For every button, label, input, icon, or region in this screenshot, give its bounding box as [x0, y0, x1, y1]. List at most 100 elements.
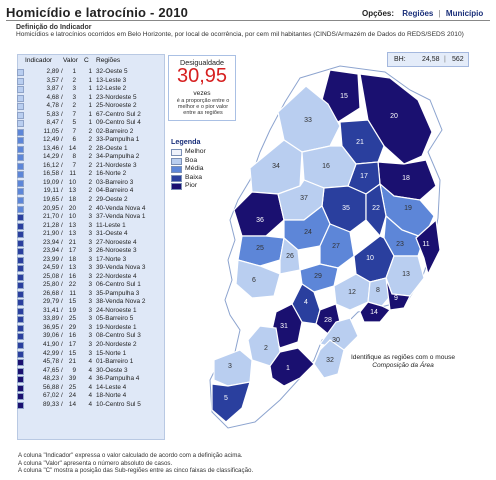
map-region-label: 27: [332, 243, 340, 250]
legend-item: Média: [171, 165, 233, 174]
row-region: 12-Leste 2: [96, 85, 127, 93]
table-row[interactable]: 39,06 16 3 08-Centro Sul 3 /: [17, 332, 165, 341]
map-region[interactable]: [213, 349, 253, 387]
row-value: 16: [68, 272, 76, 280]
class-swatch: [17, 162, 24, 170]
row-separator: /: [61, 281, 63, 289]
table-row[interactable]: 56,88 25 4 14-Leste 4 /: [17, 384, 165, 393]
table-row[interactable]: 31,41 19 3 24-Noroeste 1 /: [17, 307, 165, 316]
class-swatch: [17, 111, 24, 119]
table-row[interactable]: 19,11 13 2 04-Barreiro 4 /: [17, 187, 165, 196]
table-row[interactable]: 19,09 10 2 03-Barreiro 3 /: [17, 179, 165, 188]
table-row[interactable]: 5,83 7 1 67-Centro Sul 2 /: [17, 111, 165, 120]
row-indicator: 23,94: [43, 238, 59, 246]
table-row[interactable]: 16,58 11 2 16-Norte 2 /: [17, 170, 165, 179]
legend-item: Pior: [171, 182, 233, 191]
map-region-label: 3: [228, 363, 232, 370]
row-region: 17-Norte 3: [96, 255, 127, 263]
table-row[interactable]: 67,02 24 4 18-Norte 4 /: [17, 392, 165, 401]
map-region[interactable]: [269, 347, 315, 387]
table-row[interactable]: 24,59 13 3 39-Venda Nova 3 /: [17, 264, 165, 273]
row-indicator: 24,59: [43, 264, 59, 272]
table-row[interactable]: 11,05 7 2 02-Barreiro 2 /: [17, 128, 165, 137]
class-swatch: [17, 333, 24, 341]
map-note-line2: Composição da Área: [372, 362, 434, 369]
map-region[interactable]: [279, 236, 301, 275]
table-row[interactable]: 21,28 13 3 11-Leste 1 /: [17, 222, 165, 231]
map-region-label: 2: [264, 345, 268, 352]
map-region[interactable]: [385, 277, 411, 311]
map-region[interactable]: [235, 259, 281, 299]
row-region: 13-Leste 3: [96, 76, 127, 84]
footnote-3: A coluna "C" mostra a posição das Sub-re…: [18, 467, 254, 475]
table-row[interactable]: 21,90 13 3 31-Oeste 4 /: [17, 230, 165, 239]
map-region[interactable]: [211, 381, 251, 423]
table-row[interactable]: 2,89 1 1 32-Oeste 5 /: [17, 68, 165, 77]
class-swatch: [17, 273, 24, 281]
row-value: 14: [68, 144, 76, 152]
table-row[interactable]: 48,23 39 4 36-Pampulha 4 /: [17, 375, 165, 384]
table-row[interactable]: 21,70 10 3 37-Venda Nova 1 /: [17, 213, 165, 222]
row-region: 21-Nordeste 3: [96, 161, 137, 169]
row-class: 3: [88, 332, 92, 340]
table-row[interactable]: 8,47 5 1 09-Centro Sul 4 /: [17, 119, 165, 128]
table-row[interactable]: 89,33 14 4 10-Centro Sul 5 /: [17, 401, 165, 410]
table-row[interactable]: 25,08 16 3 22-Nordeste 4 /: [17, 273, 165, 282]
map-region[interactable]: [359, 301, 391, 323]
map-region-label: 34: [272, 163, 280, 170]
table-row[interactable]: 23,94 17 3 26-Noroeste 3 /: [17, 247, 165, 256]
table-row[interactable]: 36,95 29 3 19-Nordeste 1 /: [17, 324, 165, 333]
table-row[interactable]: 12,49 6 2 33-Pampulha 1 /: [17, 136, 165, 145]
table-row[interactable]: 47,65 9 4 30-Oeste 3 /: [17, 367, 165, 376]
table-row[interactable]: 26,68 11 3 35-Pampulha 3 /: [17, 290, 165, 299]
table-row[interactable]: 4,78 2 1 25-Noroeste 2 /: [17, 102, 165, 111]
class-swatch: [17, 179, 24, 187]
legend-item: Baixa: [171, 174, 233, 183]
row-value: 3: [72, 93, 76, 101]
row-class: 3: [88, 289, 92, 297]
table-row[interactable]: 41,90 17 3 20-Nordeste 2 /: [17, 341, 165, 350]
row-separator: /: [61, 238, 63, 246]
row-indicator: 21,90: [43, 230, 59, 238]
bh-summary-box: BH: 24,58 | 562: [387, 52, 469, 67]
table-row[interactable]: 3,87 3 1 12-Leste 2 /: [17, 85, 165, 94]
option-regioes-link[interactable]: Regiões: [402, 9, 434, 18]
class-swatch: [17, 282, 24, 290]
row-value: 17: [68, 247, 76, 255]
row-indicator: 23,99: [43, 255, 59, 263]
table-row[interactable]: 13,46 14 2 28-Oeste 1 /: [17, 145, 165, 154]
row-region: 09-Centro Sul 4: [96, 119, 141, 127]
table-row[interactable]: 45,78 21 4 01-Barreiro 1 /: [17, 358, 165, 367]
table-row[interactable]: 29,79 15 3 38-Venda Nova 2 /: [17, 298, 165, 307]
row-indicator: 5,83: [46, 110, 59, 118]
row-separator: /: [61, 264, 63, 272]
map-region[interactable]: [321, 69, 361, 123]
table-row[interactable]: 16,12 7 2 21-Nordeste 3 /: [17, 162, 165, 171]
table-row[interactable]: 33,89 25 3 05-Barreiro 5 /: [17, 315, 165, 324]
map-region-label: 8: [376, 287, 380, 294]
row-value: 6: [72, 136, 76, 144]
option-municipio-link[interactable]: Município: [445, 9, 484, 18]
row-value: 16: [68, 332, 76, 340]
ranking-table-header: Indicador Valor C Regiões: [17, 57, 165, 67]
row-indicator: 3,87: [46, 85, 59, 93]
map-region[interactable]: [367, 277, 393, 307]
row-class: 2: [88, 144, 92, 152]
row-indicator: 29,79: [43, 298, 59, 306]
table-row[interactable]: 42,99 15 3 15-Norte 1 /: [17, 350, 165, 359]
map-region[interactable]: [365, 182, 387, 238]
class-swatch: [17, 214, 24, 222]
map-region[interactable]: [271, 303, 303, 349]
table-row[interactable]: 23,99 18 3 17-Norte 3 /: [17, 256, 165, 265]
table-row[interactable]: 19,65 18 2 29-Oeste 2 /: [17, 196, 165, 205]
table-row[interactable]: 20,95 20 2 40-Venda Nova 4 /: [17, 205, 165, 214]
table-row[interactable]: 25,80 22 3 06-Centro Sul 1 /: [17, 281, 165, 290]
row-class: 2: [88, 153, 92, 161]
table-row[interactable]: 23,94 21 3 27-Noroeste 4 /: [17, 239, 165, 248]
row-value: 2: [72, 76, 76, 84]
table-row[interactable]: 14,29 8 2 34-Pampulha 2 /: [17, 153, 165, 162]
table-row[interactable]: 4,68 3 1 23-Nordeste 5 /: [17, 94, 165, 103]
map-region-label: 29: [314, 273, 322, 280]
map-region[interactable]: [415, 218, 441, 276]
table-row[interactable]: 3,57 2 1 13-Leste 3 /: [17, 77, 165, 86]
